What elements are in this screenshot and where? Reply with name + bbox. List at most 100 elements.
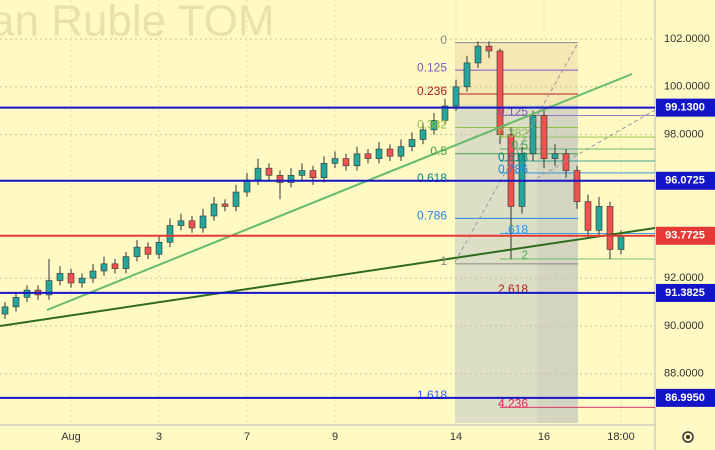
x-tick-label: 18:00 [607,431,635,443]
y-tick-label: 90.0000 [664,320,704,332]
candle-body [540,115,548,159]
candle-body [320,163,328,179]
watermark: an Ruble TOM [0,0,275,46]
candle-body [177,220,185,226]
price-tag [656,283,715,302]
candle-body [276,175,284,183]
trend-line [0,227,656,327]
x-tick-label: 7 [244,431,250,443]
fib-label: 0.618 [498,150,528,164]
candle-body [507,134,515,207]
candle-body [67,273,75,284]
fib-label: 0.618 [417,171,447,185]
candle-body [463,62,471,88]
candle-body [254,167,262,181]
y-tick-label: 88.0000 [664,368,704,380]
fib-label: 0.382 [417,118,447,132]
fib-label: 0.236 [417,84,447,98]
candle-body [199,215,207,229]
candle-body [573,170,581,202]
y-tick-label: 102.0000 [664,33,710,45]
price-tag [656,388,715,407]
candle-body [342,158,350,167]
candle-body [551,153,559,159]
candle-body [89,270,97,279]
fib-label: 0 [440,33,447,47]
candle-body [12,296,20,308]
fib-label: 0.5 [511,138,528,152]
fib-label: 2.618 [498,282,528,296]
fib-label: 1 [440,254,447,268]
candle-body [287,175,295,183]
candle-body [144,246,152,255]
candle-body [122,256,130,269]
fib-diagonal [536,109,656,179]
price-tag-label: 91.3825 [665,287,705,299]
candle-body [78,277,86,284]
fib-label: 0.786 [498,162,528,176]
candle-body [188,220,196,229]
x-tick-label: Aug [61,431,81,443]
candle-body [595,206,603,231]
price-tag [656,98,715,117]
candle-body [331,158,339,164]
candle-body [298,170,306,176]
x-tick-label: 3 [156,431,162,443]
candle-body [408,139,416,147]
price-tag [656,171,715,190]
candle-body [265,167,273,176]
candle-body [45,280,53,296]
candle-body [562,153,570,171]
fib-label: .618 [505,223,529,237]
candle-body [397,146,405,157]
fib-label: 4.236 [498,396,528,410]
price-tag-label: 99.1300 [665,102,705,114]
fib-label: 0.382 [498,126,528,140]
candle-body [243,179,251,193]
candle-body [56,273,64,281]
candle-body [309,170,317,179]
candle-body [441,105,449,121]
candle-body [386,148,394,157]
x-tick-label: 9 [332,431,338,443]
price-tag-label: 96.0725 [665,175,705,187]
trend-line [46,73,633,311]
candle-body [419,129,427,140]
candle-body [166,225,174,243]
candle-body [232,191,240,207]
settings-icon[interactable] [682,431,694,443]
candle-body [111,263,119,269]
candle-body [584,201,592,231]
candle-body [221,203,229,207]
candle-body [364,153,372,159]
candle-body [452,86,460,107]
candle-body [100,263,108,272]
candle-body [617,235,625,250]
x-tick-label: 16 [538,431,550,443]
candle-body [375,148,383,159]
price-tag-label: 86.9950 [665,392,705,404]
fib-label: 2 [521,248,528,262]
y-tick-label: 92.0000 [664,272,704,284]
candle-body [485,45,493,52]
candle-body [210,203,218,217]
candle-body [430,120,438,131]
candle-body [155,241,163,255]
candle-body [496,50,504,135]
price-tag [656,226,715,245]
candle-body [606,206,614,250]
candle-body [1,306,9,315]
y-tick-label: 98.0000 [664,129,704,141]
x-tick-label: 14 [450,431,462,443]
candle-body [529,115,537,155]
fib-label: 1.618 [417,388,447,402]
candle-body [474,45,482,64]
fib-label: 0.5 [430,144,447,158]
fib-label: 0.125 [417,60,447,74]
price-tag-label: 93.7725 [665,230,705,242]
fib-label: 0.786 [417,209,447,223]
y-tick-label: 100.0000 [664,81,710,93]
candle-body [353,153,361,167]
candle-body [133,246,141,257]
